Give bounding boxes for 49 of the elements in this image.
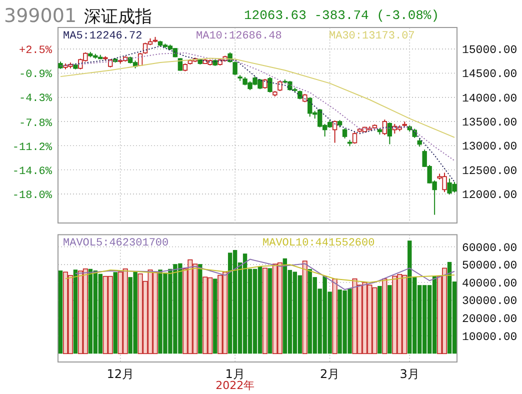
y-tick-label: 13000.00 xyxy=(462,140,518,154)
y-tick-label: 40000.00 xyxy=(462,277,518,290)
text: MA30:13173.07 xyxy=(329,30,415,42)
y-tick-label: 12500.00 xyxy=(462,164,518,178)
y-tick-label: 60000.00 xyxy=(462,242,518,255)
bar xyxy=(378,286,382,354)
y-tick-label: 10000.00 xyxy=(462,330,518,344)
x-tick-label: 1月 xyxy=(225,367,245,381)
y2-tick-label: +2.5% xyxy=(18,45,52,57)
y2-tick-label: -4.3% xyxy=(18,93,52,106)
bar xyxy=(302,260,308,354)
x-tick-label: 3月 xyxy=(400,367,420,381)
bar xyxy=(113,272,118,354)
y2-tick-label: -7.8% xyxy=(18,118,52,130)
line-series xyxy=(64,264,456,283)
y-tick-label: 20000.00 xyxy=(462,313,518,326)
y-tick-label: 30000.00 xyxy=(462,295,518,308)
x-tick-label: 12月 xyxy=(106,367,134,381)
bar xyxy=(268,268,272,354)
x-tick-label: 2月 xyxy=(320,367,340,381)
bar xyxy=(388,285,392,354)
text: 2022年 xyxy=(216,379,255,392)
y-tick-label: 14000.00 xyxy=(462,92,518,106)
text: 399001 xyxy=(4,5,77,27)
line-series xyxy=(74,258,456,290)
bar xyxy=(213,278,218,354)
y-tick-label: 12000.00 xyxy=(462,189,518,202)
series-label: MA10:12686.48 xyxy=(196,30,282,42)
y2-tick-label: -14.6% xyxy=(12,166,52,178)
line-series xyxy=(60,58,456,138)
y2-tick-label: -0.9% xyxy=(18,69,52,82)
y-tick-label: 14500.00 xyxy=(462,68,518,82)
bar xyxy=(73,270,78,354)
bar xyxy=(332,278,338,354)
y2-tick-label: -18.0% xyxy=(12,190,52,202)
bar xyxy=(58,270,63,354)
bar xyxy=(262,268,268,354)
line-series xyxy=(60,52,456,162)
series-label: MA5:12246.72 xyxy=(63,30,142,42)
chart-subtitle: 12063.63 -383.74 (-3.08%) xyxy=(244,8,440,23)
series-label: MAVOL10:441552600 xyxy=(262,238,375,250)
bar xyxy=(198,264,202,354)
chart-title: 深证成指 xyxy=(84,7,152,27)
series-label: MAVOL5:462301700 xyxy=(63,238,169,250)
y-tick-label: 50000.00 xyxy=(462,260,518,273)
y2-tick-label: -11.2% xyxy=(12,142,52,154)
y-tick-label: 15000.00 xyxy=(462,44,518,58)
bar xyxy=(382,278,388,354)
y-tick-label: 13500.00 xyxy=(462,116,518,130)
